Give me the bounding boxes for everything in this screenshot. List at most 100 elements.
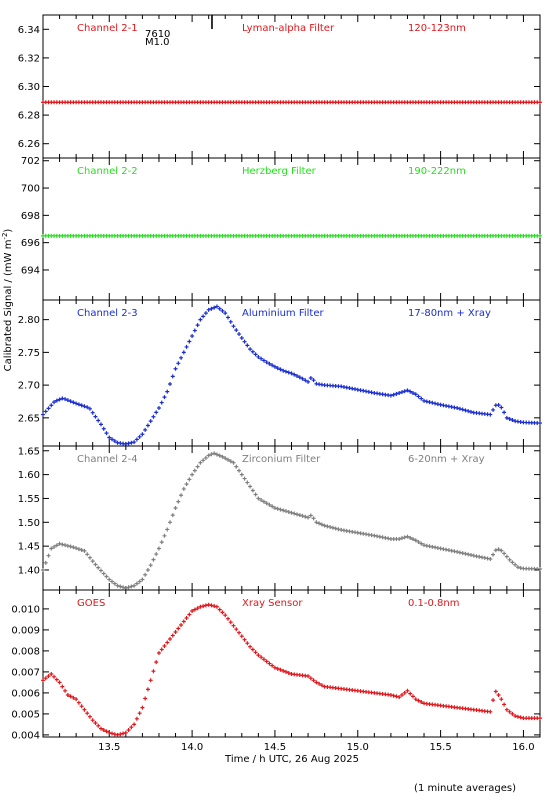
data-point [176,361,181,366]
data-point [203,311,208,316]
data-point [198,317,203,322]
data-point [162,644,167,648]
data-point [165,389,170,394]
data-point [259,356,264,361]
y-tick-label: 1.60 [18,470,40,481]
data-point [134,716,139,721]
data-point [416,540,421,544]
data-point [192,328,197,333]
data-point [286,370,291,375]
data-point [336,527,341,532]
y-tick-label: 700 [21,184,40,195]
data-point [256,653,261,658]
data-point [184,482,189,487]
data-point [264,360,269,365]
data-point [60,396,65,401]
data-point [173,366,178,371]
data-point [107,577,112,582]
y-tick-label: 0.006 [11,688,40,699]
data-point [538,100,542,105]
data-point [281,668,286,673]
data-point [330,525,335,530]
data-point [74,697,79,702]
data-point [165,527,170,532]
data-point [267,502,272,507]
panel-1: 6.34 6.32 6.30 6.28 6.26 Channel 2-1 Lyman-alp… [18,14,542,159]
data-point [79,704,84,709]
data-point [319,522,324,527]
data-point [228,319,233,324]
data-point [71,545,76,550]
data-point [248,644,253,649]
data-point [46,406,51,411]
data-point [510,560,515,565]
data-point [499,697,504,702]
data-point [239,472,244,477]
panel-2: 702 700 698 696 694 Channel 2-2 Herzberg Filte… [21,156,542,301]
data-point [388,693,393,697]
data-point [129,440,134,445]
data-point [123,730,128,735]
data-point [410,537,415,542]
data-point [408,691,413,696]
data-point [137,711,142,716]
y-tick-label: 2.65 [18,413,40,424]
data-point [499,405,504,410]
data-point [460,407,465,412]
y-tick-label: 0.005 [11,709,40,720]
data-point [496,547,501,552]
data-point [457,406,462,411]
data-point [270,363,275,368]
data-point [165,640,170,645]
data-point [228,620,233,625]
data-point [466,409,471,414]
series-points [41,100,542,105]
panel-label-filter: Herzberg Filter [242,166,317,177]
data-point [314,680,319,685]
data-point [93,414,98,419]
data-point [126,441,131,446]
data-point [96,418,101,423]
data-point [110,437,115,442]
data-point [98,726,103,731]
data-point [181,619,186,624]
data-point [143,427,148,432]
data-point [510,418,515,423]
data-point [68,399,73,404]
data-point [391,693,396,698]
data-point [413,392,418,397]
data-point [223,311,228,316]
data-point [399,536,404,541]
data-point [98,422,103,427]
data-point [419,700,424,704]
data-point [275,666,280,671]
data-point [76,402,81,407]
data-point [93,721,98,725]
data-point [261,657,266,662]
data-point [209,452,214,457]
data-point [488,709,493,714]
data-point [499,548,504,553]
data-point [187,612,192,617]
event-marker-label: M1.0 [145,37,170,48]
data-point [253,492,258,497]
data-point [328,525,333,530]
data-point [515,714,520,719]
data-point [234,464,239,469]
data-point [513,562,518,567]
data-point [43,409,48,414]
x-tick-label: 15.5 [429,742,451,753]
data-point [68,544,73,549]
data-point [96,565,101,570]
data-point [424,399,429,404]
data-point [217,453,222,458]
data-point [261,358,266,363]
data-point [168,637,173,641]
data-point [502,410,507,415]
data-point [60,542,65,547]
data-point [192,607,197,612]
panel-5: 0.010 0.009 0.008 0.007 0.006 0.005 0.004 GOES X… [11,589,542,753]
data-point [65,693,70,697]
panel-label-band: 17-80nm + Xray [408,308,491,319]
